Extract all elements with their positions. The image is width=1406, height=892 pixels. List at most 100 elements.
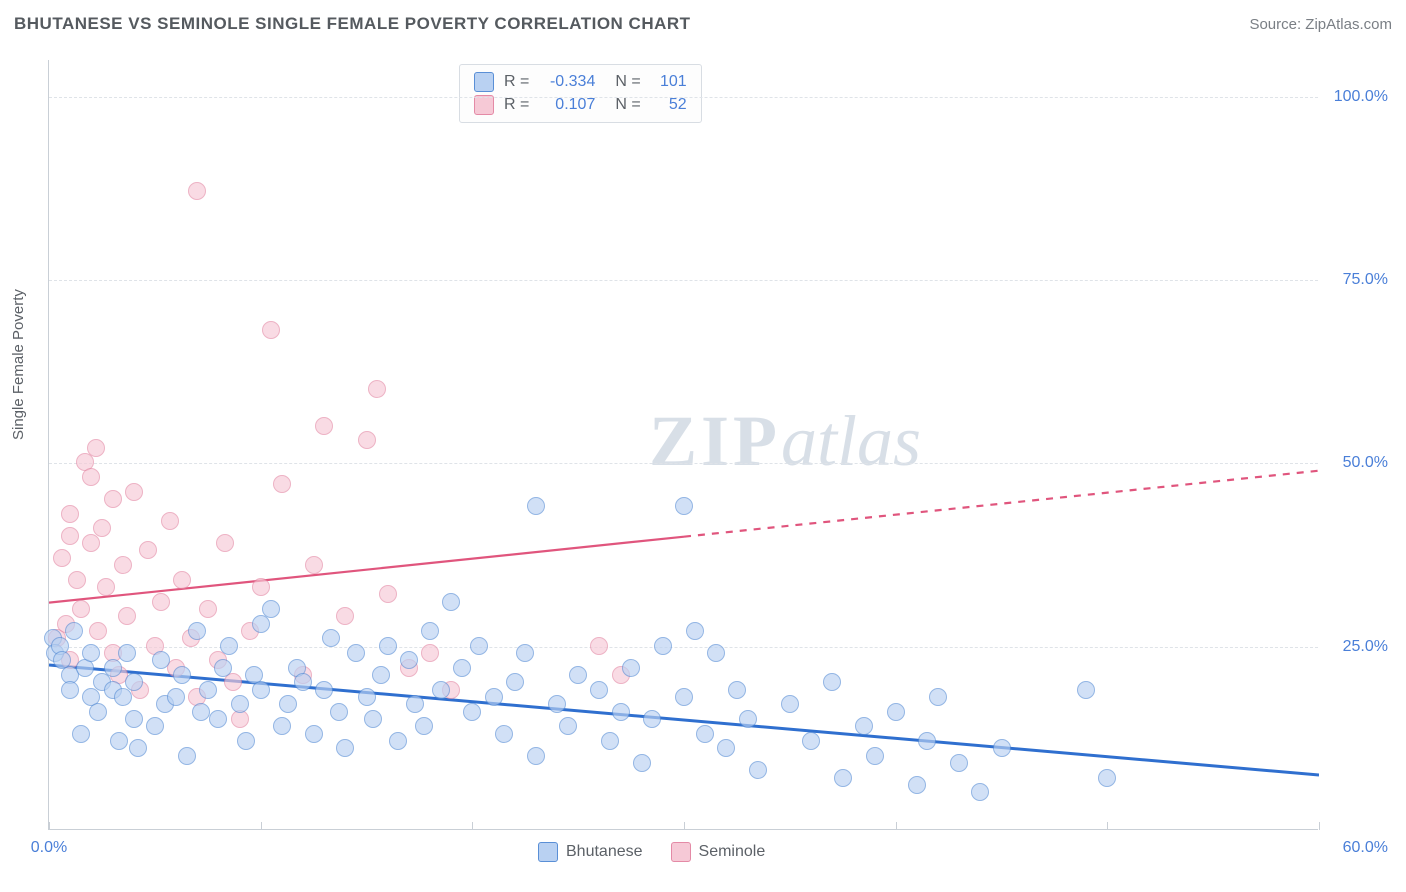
data-point: [118, 644, 136, 662]
data-point: [336, 607, 354, 625]
data-point: [214, 659, 232, 677]
data-point: [823, 673, 841, 691]
x-tick: [472, 822, 473, 830]
header-bar: BHUTANESE VS SEMINOLE SINGLE FEMALE POVE…: [14, 14, 1392, 34]
watermark-atlas: atlas: [781, 401, 921, 481]
data-point: [421, 644, 439, 662]
data-point: [470, 637, 488, 655]
data-point: [675, 688, 693, 706]
data-point: [104, 490, 122, 508]
data-point: [559, 717, 577, 735]
data-point: [415, 717, 433, 735]
legend-item: Bhutanese: [538, 842, 643, 862]
data-point: [53, 549, 71, 567]
legend-n-label: N =: [615, 96, 640, 114]
data-point: [114, 556, 132, 574]
data-point: [728, 681, 746, 699]
data-point: [87, 439, 105, 457]
data-point: [855, 717, 873, 735]
data-point: [421, 622, 439, 640]
data-point: [781, 695, 799, 713]
legend-swatch: [474, 72, 494, 92]
data-point: [178, 747, 196, 765]
data-point: [834, 769, 852, 787]
data-point: [707, 644, 725, 662]
data-point: [139, 541, 157, 559]
data-point: [601, 732, 619, 750]
data-point: [432, 681, 450, 699]
data-point: [252, 578, 270, 596]
data-point: [199, 681, 217, 699]
data-point: [173, 571, 191, 589]
data-point: [929, 688, 947, 706]
data-point: [273, 717, 291, 735]
data-point: [379, 637, 397, 655]
data-point: [918, 732, 936, 750]
data-point: [950, 754, 968, 772]
x-tick: [896, 822, 897, 830]
data-point: [569, 666, 587, 684]
data-point: [696, 725, 714, 743]
data-point: [654, 637, 672, 655]
data-point: [971, 783, 989, 801]
data-point: [279, 695, 297, 713]
data-point: [368, 380, 386, 398]
y-tick-label: 75.0%: [1328, 271, 1388, 289]
data-point: [104, 659, 122, 677]
data-point: [887, 703, 905, 721]
legend-n-value: 101: [651, 73, 687, 91]
data-point: [453, 659, 471, 677]
data-point: [315, 417, 333, 435]
legend-row: R =-0.334N =101: [474, 72, 687, 92]
data-point: [252, 681, 270, 699]
y-axis-label: Single Female Poverty: [10, 289, 27, 440]
data-point: [237, 732, 255, 750]
data-point: [294, 673, 312, 691]
legend-r-label: R =: [504, 96, 529, 114]
data-point: [273, 475, 291, 493]
data-point: [129, 739, 147, 757]
data-point: [1098, 769, 1116, 787]
data-point: [61, 681, 79, 699]
x-tick: [49, 822, 50, 830]
data-point: [231, 695, 249, 713]
data-point: [527, 497, 545, 515]
series-legend: Bhutanese Seminole: [538, 842, 765, 862]
x-tick: [261, 822, 262, 830]
data-point: [125, 673, 143, 691]
data-point: [330, 703, 348, 721]
data-point: [749, 761, 767, 779]
data-point: [686, 622, 704, 640]
data-point: [262, 321, 280, 339]
legend-n-label: N =: [615, 73, 640, 91]
legend-r-value: 0.107: [539, 96, 595, 114]
data-point: [1077, 681, 1095, 699]
data-point: [65, 622, 83, 640]
legend-swatch: [538, 842, 558, 862]
data-point: [82, 468, 100, 486]
data-point: [548, 695, 566, 713]
x-tick-label: 0.0%: [31, 839, 67, 857]
gridline: [49, 647, 1318, 648]
data-point: [72, 600, 90, 618]
data-point: [224, 673, 242, 691]
data-point: [739, 710, 757, 728]
data-point: [802, 732, 820, 750]
data-point: [633, 754, 651, 772]
data-point: [61, 527, 79, 545]
data-point: [199, 600, 217, 618]
data-point: [612, 703, 630, 721]
data-point: [406, 695, 424, 713]
data-point: [209, 710, 227, 728]
data-point: [89, 622, 107, 640]
data-point: [643, 710, 661, 728]
data-point: [161, 512, 179, 530]
data-point: [110, 732, 128, 750]
data-point: [167, 688, 185, 706]
data-point: [152, 593, 170, 611]
data-point: [622, 659, 640, 677]
legend-label: Seminole: [699, 843, 766, 861]
data-point: [173, 666, 191, 684]
gridline: [49, 97, 1318, 98]
data-point: [379, 585, 397, 603]
